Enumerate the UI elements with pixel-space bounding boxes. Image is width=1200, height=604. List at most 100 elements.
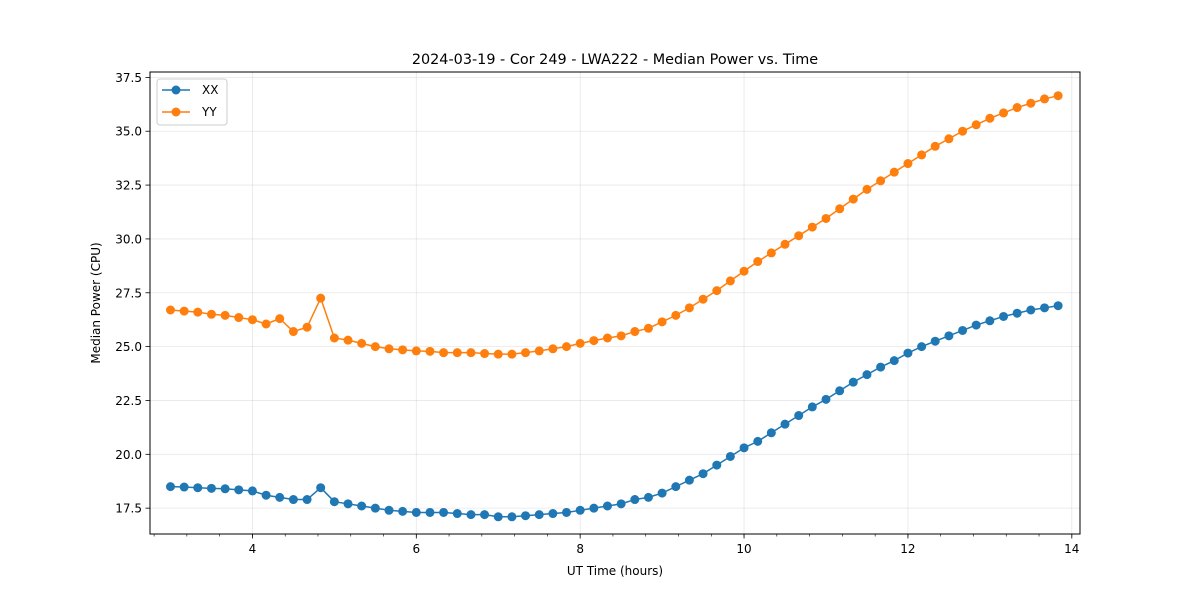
data-point-yy — [1026, 98, 1036, 108]
y-tick-label: 27.5 — [115, 286, 142, 300]
data-point-xx — [780, 419, 790, 429]
data-point-yy — [848, 194, 858, 204]
y-tick-label: 20.0 — [115, 448, 142, 462]
data-point-xx — [561, 507, 571, 517]
data-point-yy — [384, 344, 394, 354]
x-tick-label: 6 — [412, 542, 420, 556]
data-point-xx — [766, 428, 776, 438]
data-point-yy — [275, 314, 285, 324]
data-point-xx — [821, 394, 831, 404]
data-point-xx — [370, 503, 380, 513]
data-point-yy — [507, 349, 517, 359]
data-point-xx — [534, 510, 544, 520]
data-point-yy — [425, 346, 435, 356]
data-point-xx — [288, 495, 298, 505]
data-point-yy — [725, 276, 735, 286]
data-point-xx — [958, 325, 968, 335]
data-point-yy — [753, 257, 763, 267]
legend-label-xx: XX — [202, 83, 218, 97]
data-point-xx — [357, 501, 367, 511]
data-point-xx — [848, 377, 858, 387]
data-point-yy — [971, 120, 981, 130]
data-point-yy — [876, 176, 886, 186]
data-point-xx — [384, 505, 394, 515]
data-point-yy — [917, 150, 927, 160]
data-point-yy — [985, 113, 995, 123]
data-point-yy — [411, 346, 421, 356]
data-point-xx — [739, 443, 749, 453]
data-point-xx — [616, 499, 626, 509]
data-point-xx — [712, 460, 722, 470]
data-point-yy — [930, 141, 940, 151]
data-point-xx — [343, 499, 353, 509]
data-point-xx — [794, 411, 804, 421]
data-point-xx — [589, 503, 599, 513]
y-tick-label: 17.5 — [115, 502, 142, 516]
data-point-xx — [930, 336, 940, 346]
data-point-yy — [794, 231, 804, 241]
data-point-xx — [316, 483, 326, 493]
data-point-yy — [220, 310, 230, 320]
data-point-yy — [684, 303, 694, 313]
data-point-yy — [616, 331, 626, 341]
data-point-yy — [958, 126, 968, 136]
y-axis-label: Median Power (CPU) — [89, 242, 103, 363]
data-point-yy — [234, 313, 244, 323]
data-point-xx — [971, 320, 981, 330]
data-point-xx — [507, 512, 517, 522]
data-point-yy — [548, 344, 558, 354]
y-tick-label: 35.0 — [115, 125, 142, 139]
data-point-xx — [466, 510, 476, 520]
x-tick-label: 10 — [736, 542, 751, 556]
data-point-yy — [807, 222, 817, 232]
data-point-yy — [439, 348, 449, 358]
data-point-xx — [411, 507, 421, 517]
data-point-yy — [657, 317, 667, 327]
data-point-xx — [1040, 303, 1050, 313]
data-point-xx — [575, 505, 585, 515]
data-point-yy — [329, 333, 339, 343]
y-tick-label: 30.0 — [115, 232, 142, 246]
data-point-yy — [835, 204, 845, 214]
data-point-xx — [876, 362, 886, 372]
data-point-xx — [193, 483, 203, 493]
data-point-xx — [862, 370, 872, 380]
data-point-yy — [316, 293, 326, 303]
data-point-xx — [684, 475, 694, 485]
data-point-yy — [999, 108, 1009, 118]
data-point-yy — [165, 305, 175, 315]
data-point-yy — [630, 327, 640, 337]
data-point-xx — [398, 506, 408, 516]
x-tick-label: 4 — [249, 542, 257, 556]
data-point-xx — [302, 495, 312, 505]
x-tick-label: 8 — [576, 542, 584, 556]
x-tick-label: 12 — [900, 542, 915, 556]
data-point-yy — [671, 310, 681, 320]
data-point-xx — [1026, 305, 1036, 315]
data-point-yy — [712, 286, 722, 296]
data-point-xx — [1012, 308, 1022, 318]
data-point-xx — [521, 511, 531, 521]
data-point-xx — [234, 485, 244, 495]
data-point-xx — [493, 512, 503, 522]
data-point-yy — [589, 336, 599, 346]
x-tick-label: 14 — [1064, 542, 1079, 556]
legend-marker-yy — [171, 107, 181, 117]
chart-title: 2024-03-19 - Cor 249 - LWA222 - Median P… — [412, 52, 818, 68]
y-tick-label: 25.0 — [115, 340, 142, 354]
data-point-xx — [220, 484, 230, 494]
legend: XX YY — [156, 78, 228, 126]
data-point-yy — [480, 349, 490, 359]
data-point-yy — [1040, 94, 1050, 104]
data-point-yy — [821, 213, 831, 223]
plot-frame — [149, 71, 1081, 535]
y-tick-label: 37.5 — [115, 71, 142, 85]
data-point-xx — [165, 482, 175, 492]
data-point-xx — [889, 356, 899, 366]
data-point-yy — [739, 266, 749, 276]
data-point-yy — [1053, 91, 1063, 101]
data-point-xx — [329, 497, 339, 507]
data-point-yy — [862, 184, 872, 194]
x-axis-label: UT Time (hours) — [567, 564, 663, 578]
